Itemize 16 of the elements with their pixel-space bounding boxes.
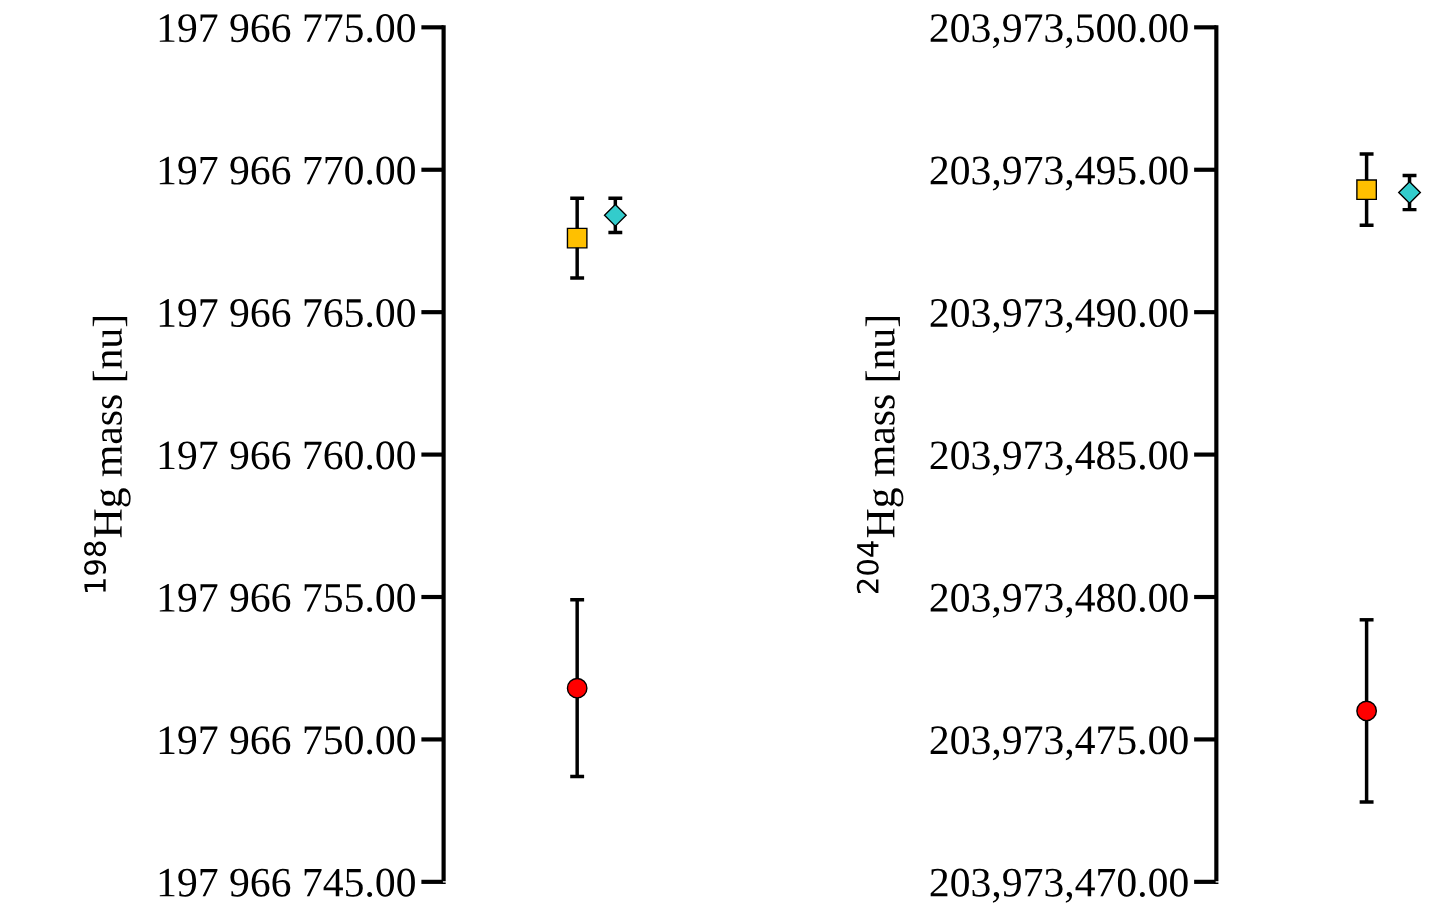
y-tick-label: 203,973,470.00 <box>930 868 1188 903</box>
y-axis-title: $^{204}$Hg mass [nu] <box>856 317 904 594</box>
y-tick-label: 197 966 745.00 <box>159 868 415 897</box>
y-tick-label: 203,973,485.00 <box>930 441 1188 476</box>
y-tick-label: 203,973,495.00 <box>930 156 1188 191</box>
y-tick-label: 197 966 775.00 <box>159 14 415 43</box>
y-tick-label: 197 966 765.00 <box>159 298 415 328</box>
y-tick-label: 197 966 755.00 <box>159 583 415 613</box>
y-tick-label: 203,973,500.00 <box>930 14 1188 49</box>
y-tick-label: 203,973,475.00 <box>930 726 1188 761</box>
y-tick-label: 197 966 750.00 <box>159 726 415 755</box>
y-tick-label: 197 966 760.00 <box>159 441 415 470</box>
y-axis-title: $^{198}$Hg mass [nu] <box>84 317 131 593</box>
y-tick-label: 197 966 770.00 <box>159 156 415 185</box>
y-tick-label: 203,973,490.00 <box>930 298 1188 334</box>
y-tick-label: 203,973,480.00 <box>930 583 1188 618</box>
